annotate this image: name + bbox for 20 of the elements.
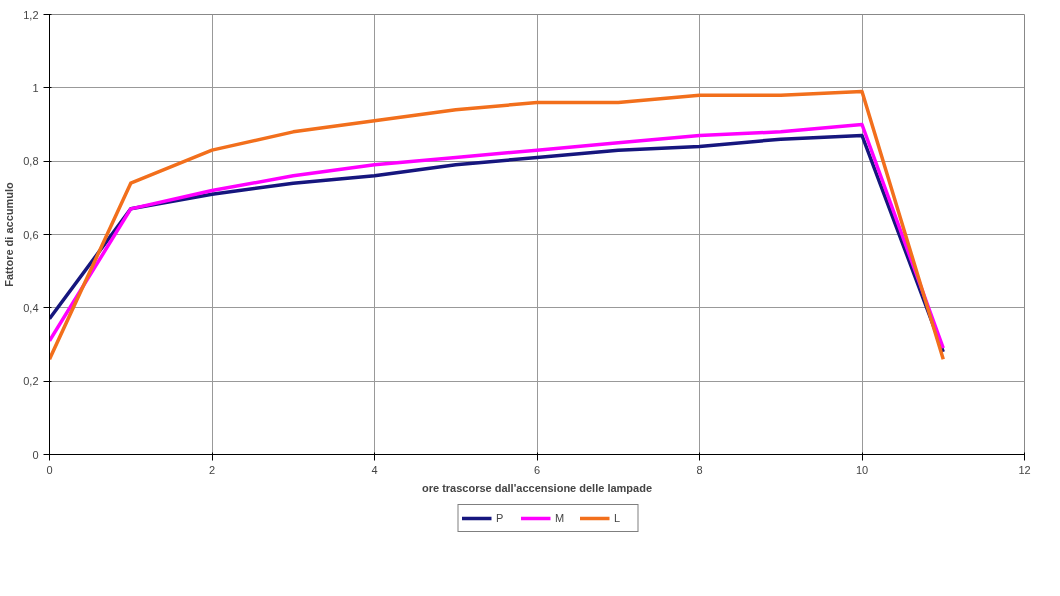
y-tick-label: 1,2 xyxy=(23,8,39,21)
y-tick-label: 0,6 xyxy=(23,228,39,241)
y-tick-label: 0 xyxy=(32,448,39,461)
legend-label: L xyxy=(614,512,622,524)
x-tick-label: 10 xyxy=(855,463,869,476)
x-tick-label: 8 xyxy=(696,463,703,476)
y-tick-label: 0,4 xyxy=(23,301,39,314)
y-tick-label: 0,8 xyxy=(23,155,39,168)
line-series xyxy=(49,89,945,361)
x-tick-label: 2 xyxy=(208,463,216,476)
x-tick-label: 0 xyxy=(46,463,53,476)
y-tick-label: 1 xyxy=(32,81,39,94)
x-tick-label: 12 xyxy=(1018,463,1031,476)
x-tick-label: 6 xyxy=(533,463,541,476)
x-axis-title: ore trascorse dall'accensione delle lampade xyxy=(421,481,653,494)
legend-label: P xyxy=(496,512,505,524)
y-axis-title: Fattore di accumulo xyxy=(3,181,16,287)
x-tick-label: 4 xyxy=(371,463,378,476)
legend-label: M xyxy=(555,512,566,524)
y-tick-label: 0,2 xyxy=(23,375,39,388)
